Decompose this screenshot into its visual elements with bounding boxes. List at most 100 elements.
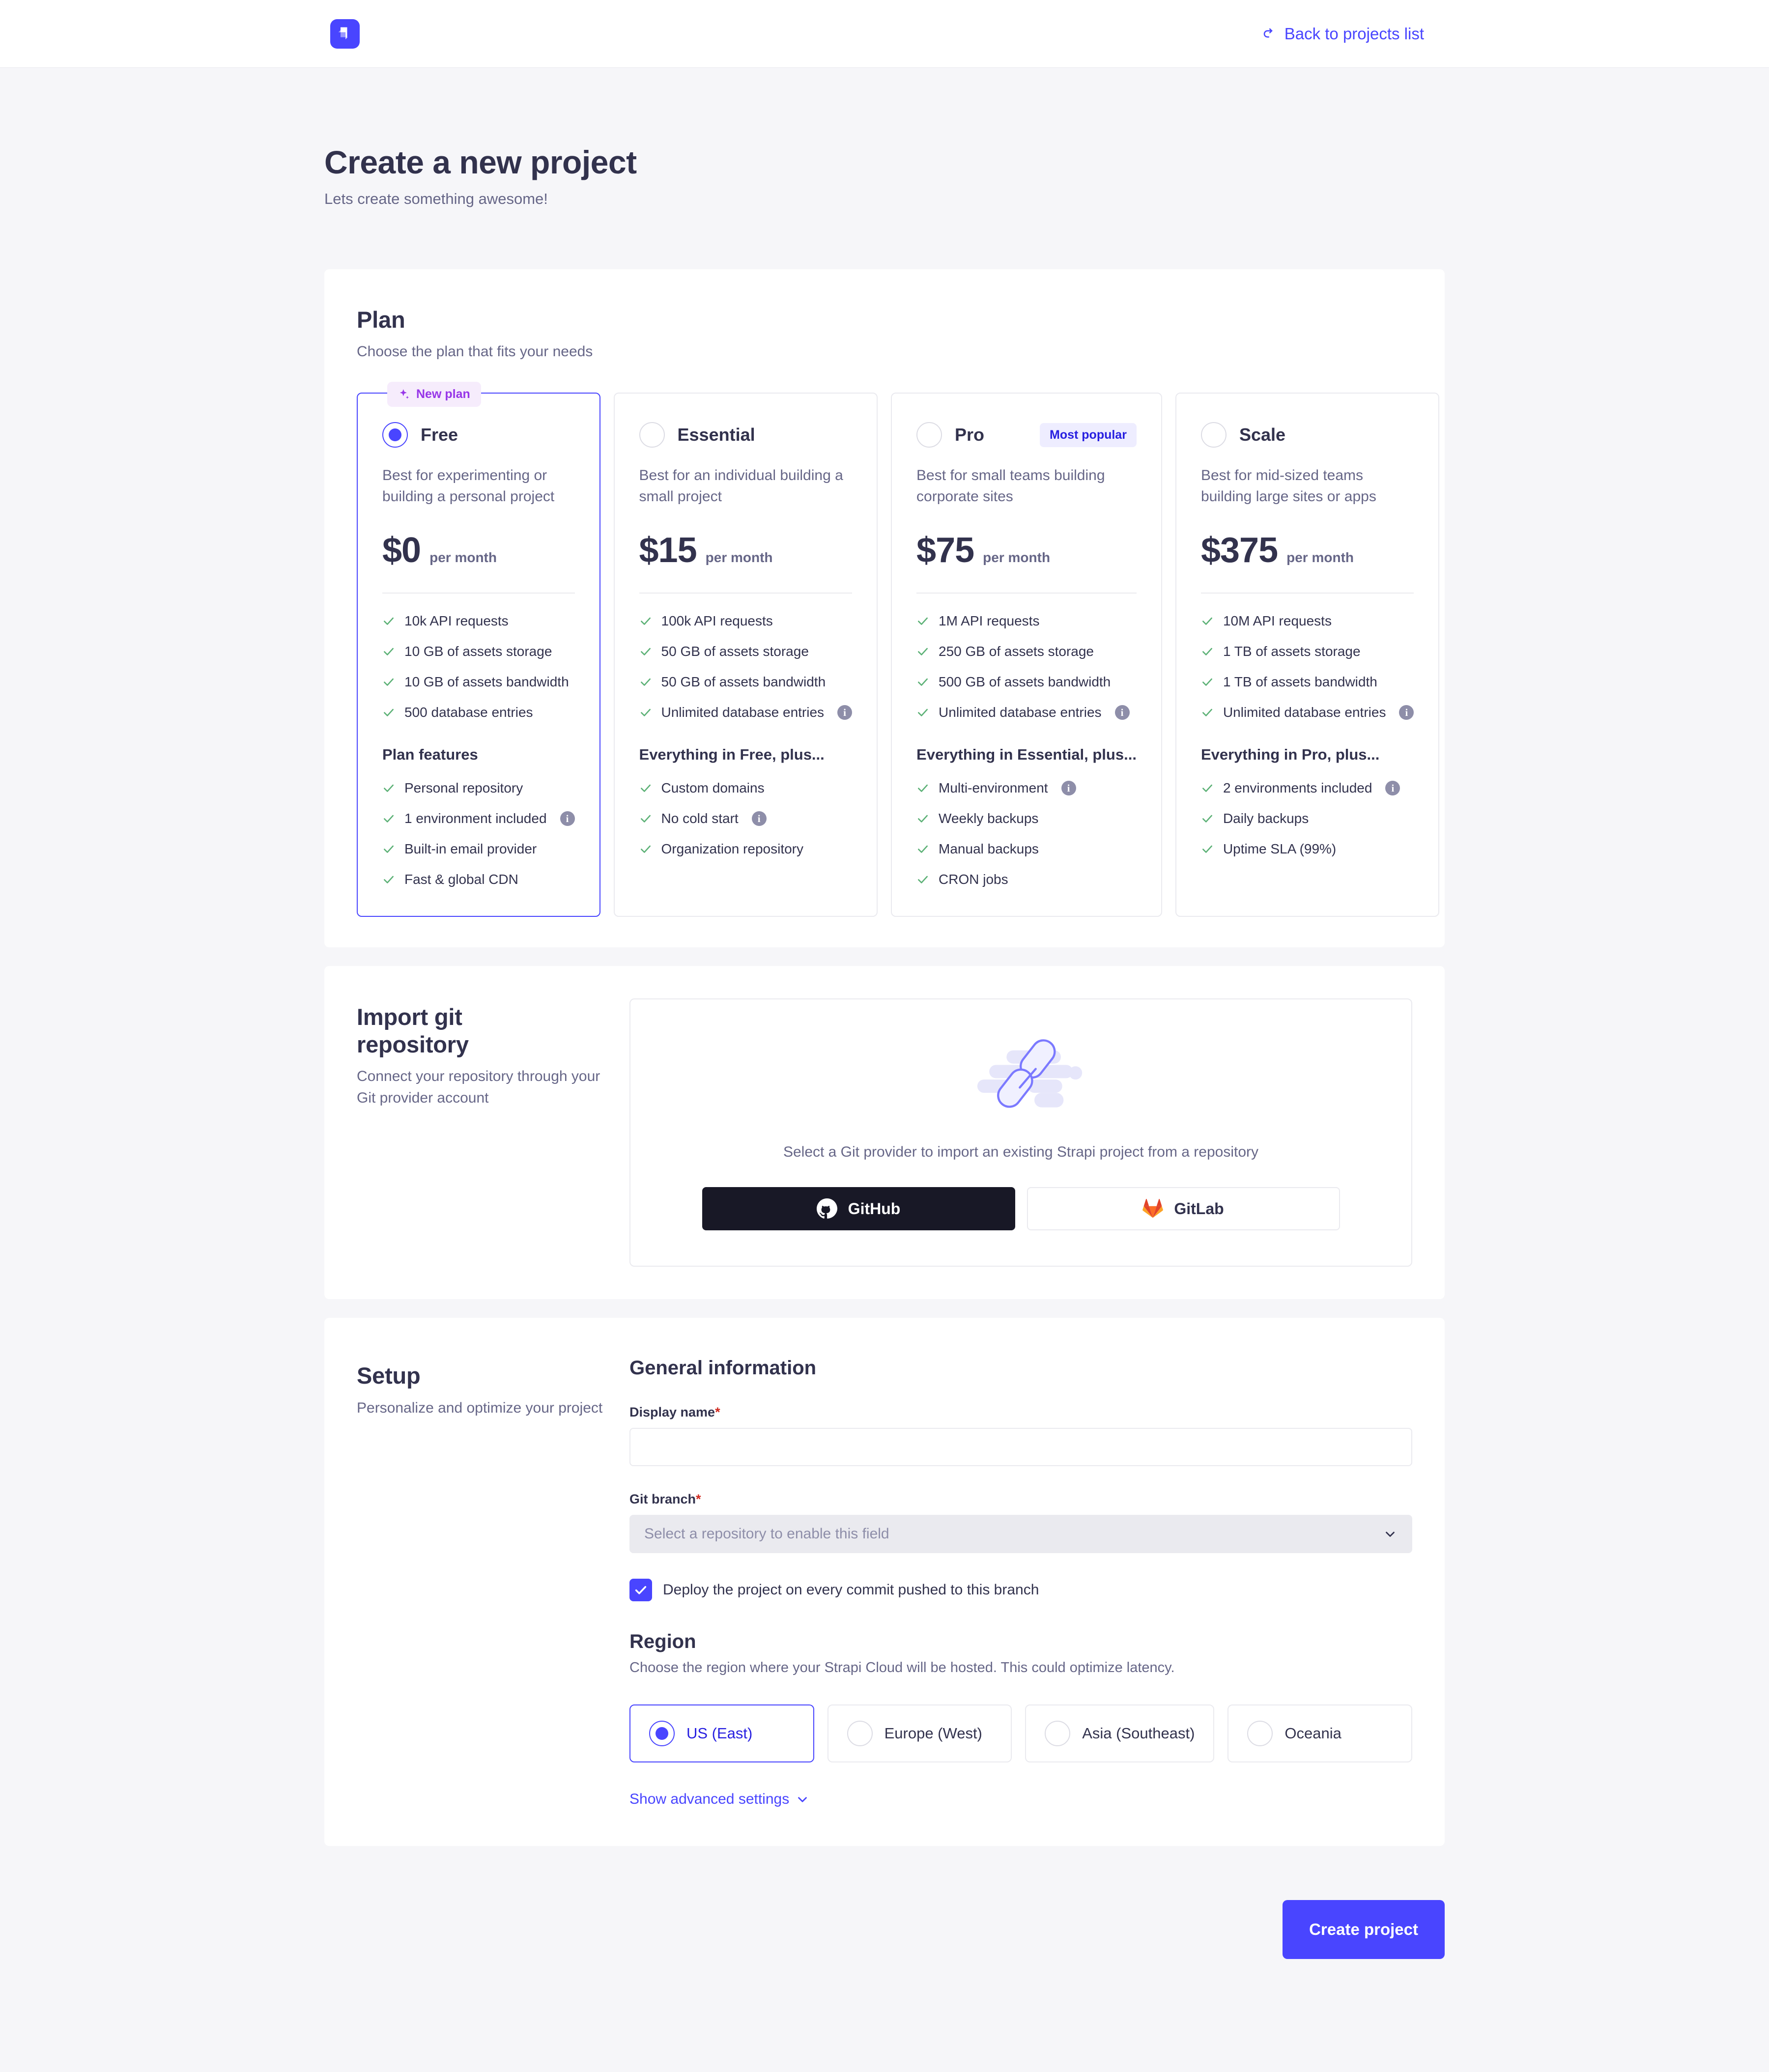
plan-feature-item: Custom domains: [639, 780, 853, 796]
info-icon[interactable]: i: [1385, 781, 1400, 796]
check-icon: [918, 815, 928, 823]
check-icon: [918, 876, 928, 884]
plan-feature-label: Organization repository: [661, 841, 803, 857]
chevron-down-icon: [1386, 1532, 1395, 1537]
plan-header-essential: Essential: [639, 422, 853, 448]
info-icon[interactable]: i: [1399, 705, 1414, 720]
deploy-on-commit-row[interactable]: Deploy the project on every commit pushe…: [629, 1579, 1412, 1602]
plan-quota-item: 10 GB of assets bandwidth: [382, 674, 575, 690]
plan-price-row-free: $0 per month: [382, 530, 575, 570]
check-icon: [1202, 815, 1212, 823]
back-to-projects-link[interactable]: Back to projects list: [1262, 25, 1424, 43]
plan-price-row-scale: $375 per month: [1201, 530, 1414, 570]
git-branch-select[interactable]: Select a repository to enable this field: [629, 1515, 1412, 1554]
plan-quota-item: 50 GB of assets storage: [639, 644, 853, 659]
plan-period-free: per month: [429, 550, 497, 566]
plan-feature-item: No cold start i: [639, 811, 853, 826]
plan-quota-label: 100k API requests: [661, 613, 773, 629]
github-button-label: GitHub: [848, 1199, 901, 1218]
setup-form: General information Display name* Git br…: [629, 1357, 1412, 1808]
plan-quota-item: 250 GB of assets storage: [916, 644, 1137, 659]
plan-section-title: Plan: [357, 306, 405, 333]
region-option-europe-west[interactable]: Europe (West): [827, 1704, 1012, 1763]
plan-feature-item: Manual backups: [916, 841, 1137, 857]
plan-quota-label: 10k API requests: [404, 613, 509, 629]
check-icon: [635, 1586, 647, 1595]
deploy-on-commit-checkbox[interactable]: [629, 1579, 652, 1602]
check-icon: [1202, 618, 1212, 625]
check-icon: [1202, 709, 1212, 717]
plan-radio-essential[interactable]: [639, 422, 665, 448]
plan-feature-item: Multi-environment i: [916, 780, 1137, 796]
check-icon: [918, 785, 928, 793]
plan-price-pro: $75: [916, 531, 974, 570]
bottom-spacer: [0, 1959, 1769, 2072]
check-icon: [640, 815, 651, 823]
plan-radio-free[interactable]: [382, 422, 408, 448]
check-icon: [918, 618, 928, 625]
info-icon[interactable]: i: [1061, 781, 1076, 796]
plan-quota-label: 500 GB of assets bandwidth: [939, 674, 1111, 690]
region-radio-asia-southeast[interactable]: [1045, 1721, 1071, 1747]
check-icon: [640, 648, 651, 656]
check-icon: [384, 679, 394, 686]
region-option-oceania[interactable]: Oceania: [1227, 1704, 1412, 1763]
plan-quota-label: 1M API requests: [939, 613, 1040, 629]
plan-card-essential[interactable]: Essential Best for an individual buildin…: [613, 393, 878, 917]
plan-quota-item: 10 GB of assets storage: [382, 644, 575, 659]
strapi-logo-glyph: [338, 27, 348, 39]
divider: [639, 593, 853, 594]
plan-price-row-essential: $15 per month: [639, 530, 853, 570]
plan-quota-item: 1 TB of assets storage: [1201, 644, 1414, 659]
git-import-section: Import git repository Connect your reposi…: [324, 966, 1445, 1300]
plan-description-scale: Best for mid-sized teams building large …: [1200, 467, 1376, 505]
check-icon: [640, 785, 651, 793]
plan-quota-item: 1 TB of assets bandwidth: [1201, 674, 1414, 690]
plan-feature-group-title: Everything in Pro, plus...: [1200, 746, 1380, 764]
sparkle-icon: [399, 389, 409, 399]
region-radio-europe-west[interactable]: [847, 1721, 873, 1747]
plan-name-free: Free: [421, 425, 458, 445]
github-button[interactable]: GitHub: [702, 1187, 1015, 1231]
region-label-europe-west: Europe (West): [884, 1725, 982, 1742]
plan-radio-scale[interactable]: [1200, 422, 1227, 448]
plan-card-free[interactable]: New plan Free Best for experimenting or …: [357, 382, 600, 917]
strapi-logo-icon[interactable]: [330, 19, 360, 49]
plan-card-scale[interactable]: Scale Best for mid-sized teams building …: [1175, 393, 1440, 917]
plan-radio-pro[interactable]: [916, 422, 942, 448]
info-icon[interactable]: i: [837, 705, 853, 720]
git-import-description: Connect your repository through your Git…: [357, 1068, 600, 1106]
plan-feature-label: Multi-environment: [939, 780, 1048, 796]
plan-quota-item: 500 database entries: [382, 705, 575, 720]
plan-feature-item: Built-in email provider: [382, 841, 575, 857]
page-title: Create a new project: [324, 144, 637, 180]
display-name-input[interactable]: [629, 1428, 1412, 1467]
region-label-oceania: Oceania: [1284, 1725, 1341, 1742]
plan-quota-label: 10M API requests: [1223, 613, 1332, 629]
plan-feature-label: Fast & global CDN: [404, 872, 518, 887]
plan-quota-item: Unlimited database entries i: [1201, 705, 1414, 720]
info-icon[interactable]: i: [751, 811, 767, 826]
git-import-title-line2: repository: [357, 1031, 469, 1057]
region-option-asia-southeast[interactable]: Asia (Southeast): [1025, 1704, 1215, 1763]
plan-section-description: Choose the plan that fits your needs: [357, 343, 593, 360]
region-radio-oceania[interactable]: [1247, 1721, 1273, 1747]
info-icon[interactable]: i: [560, 811, 575, 826]
git-branch-selected-value: Select a repository to enable this field: [644, 1526, 889, 1542]
region-option-us-east[interactable]: US (East): [629, 1704, 814, 1763]
show-advanced-settings-toggle[interactable]: Show advanced settings: [629, 1791, 810, 1808]
plan-card-pro[interactable]: Pro Most popular Best for small teams bu…: [891, 393, 1162, 917]
plan-period-pro: per month: [983, 550, 1051, 566]
plan-header-pro: Pro Most popular: [916, 422, 1137, 448]
create-project-button[interactable]: Create project: [1283, 1900, 1445, 1959]
check-icon: [1202, 679, 1212, 686]
gitlab-button[interactable]: GitLab: [1027, 1187, 1340, 1231]
setup-title: Setup: [357, 1362, 421, 1389]
display-name-label: Display name*: [629, 1405, 1412, 1420]
info-icon[interactable]: i: [1114, 705, 1130, 720]
plan-feature-item: Personal repository: [382, 780, 575, 796]
region-radio-us-east[interactable]: [649, 1721, 675, 1747]
check-icon: [640, 679, 651, 686]
plan-price-scale: $375: [1200, 531, 1278, 570]
check-icon: [640, 618, 651, 625]
